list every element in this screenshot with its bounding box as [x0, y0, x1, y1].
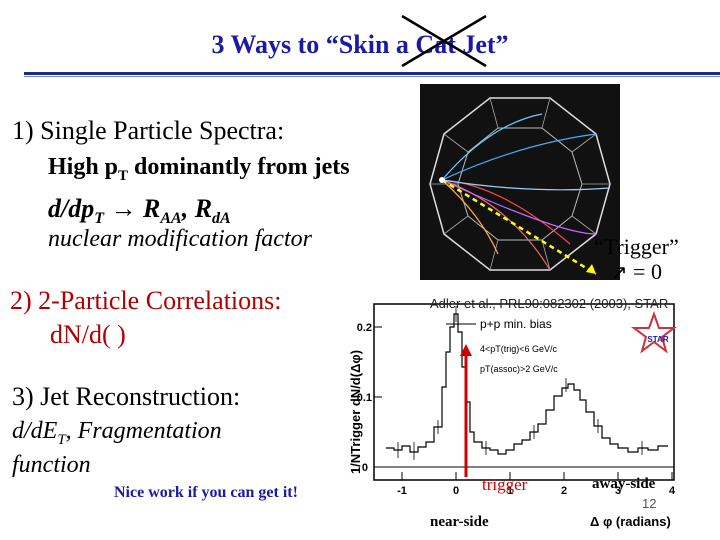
section3-line2: function — [12, 452, 91, 478]
plot-legend: p+p min. bias — [480, 317, 552, 331]
trigger-label: “Trigger” ↗ = 0 — [594, 234, 679, 285]
x-tick-1: 0 — [453, 485, 459, 497]
section2-heading: 2) 2-Particle Correlations: — [10, 286, 282, 315]
strikeout-cross — [401, 14, 487, 68]
y-tick-2: 0.2 — [357, 322, 372, 334]
trigger-annotation: trigger — [482, 475, 528, 494]
plot-cut-2: pT(assoc)>2 GeV/c — [480, 364, 558, 374]
section3-line1: d/dET, Fragmentation — [12, 418, 222, 448]
phi-arrow-icon: ↗ — [610, 262, 628, 285]
section2-formula: dN/d( ) — [50, 320, 126, 349]
x-tick-4: 3 — [615, 485, 621, 497]
page-number: 12 — [642, 496, 657, 511]
title-rule-thin — [24, 76, 720, 77]
correlation-plot: 1/NTrigger dN/d(Δφ) 0 0.1 0.2 -1 0 1 2 3… — [346, 292, 720, 540]
x-tick-3: 2 — [561, 485, 567, 497]
slide-title: 3 Ways to “Skin a Cat Jet” — [211, 30, 509, 59]
section1-line1: High pT dominantly from jets — [48, 154, 350, 184]
y-axis-label: 1/NTrigger dN/d(Δφ) — [348, 350, 363, 474]
x-tick-2: 1 — [507, 485, 513, 497]
arrow-icon: → — [110, 194, 137, 223]
x-tick-0: -1 — [397, 485, 407, 497]
section1-line2: d/dpT → RAA, RdA — [48, 194, 231, 228]
section1-heading: 1) Single Particle Spectra: — [12, 116, 285, 145]
y-tick-1: 0.1 — [357, 392, 372, 404]
x-tick-5: 4 — [669, 485, 676, 497]
plot-citation: Adler et al., PRL90:082302 (2003), STAR — [430, 296, 669, 311]
section3-heading: 3) Jet Reconstruction: — [12, 382, 241, 411]
section3-note: Nice work if you can get it! — [114, 484, 298, 501]
section1-line3: nuclear modification factor — [48, 226, 312, 252]
x-axis-label: Δ φ (radians) — [590, 514, 671, 529]
near-side-label: near-side — [430, 514, 489, 530]
star-logo — [631, 311, 677, 354]
away-side-label: away-side — [592, 476, 656, 492]
star-logo-text: STAR — [647, 335, 668, 344]
title-rule — [24, 72, 720, 75]
event-display-image — [420, 84, 620, 280]
y-tick-0: 0 — [362, 462, 368, 474]
plot-cut-1: 4<pT(trig)<6 GeV/c — [480, 344, 558, 354]
